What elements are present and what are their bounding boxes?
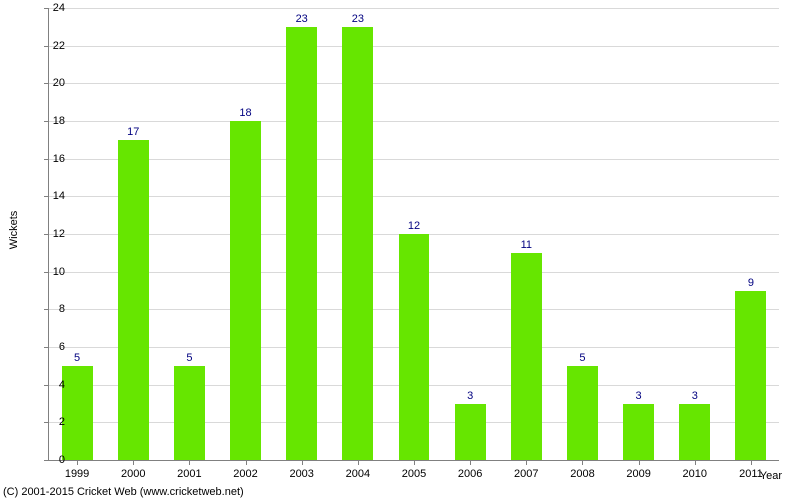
y-tick-label: 22 bbox=[53, 40, 65, 52]
y-tick-label: 24 bbox=[53, 2, 65, 14]
y-tick-label: 16 bbox=[53, 153, 65, 165]
y-tick-mark bbox=[44, 272, 49, 273]
bar bbox=[511, 253, 542, 460]
y-tick-label: 0 bbox=[59, 454, 65, 466]
y-tick-mark bbox=[44, 159, 49, 160]
x-tick-label: 2010 bbox=[683, 468, 707, 480]
bar bbox=[118, 140, 149, 460]
bar-value-label: 3 bbox=[692, 390, 698, 402]
plot-area: 5199917200052001182002232003232004122005… bbox=[48, 8, 779, 461]
y-tick-label: 10 bbox=[53, 266, 65, 278]
bar bbox=[735, 291, 766, 461]
copyright-text: (C) 2001-2015 Cricket Web (www.cricketwe… bbox=[3, 486, 244, 498]
bar-value-label: 23 bbox=[296, 13, 308, 25]
y-tick-label: 14 bbox=[53, 190, 65, 202]
x-tick-label: 1999 bbox=[65, 468, 89, 480]
x-tick-mark bbox=[582, 460, 583, 465]
x-tick-label: 2000 bbox=[121, 468, 145, 480]
x-tick-mark bbox=[246, 460, 247, 465]
x-tick-mark bbox=[302, 460, 303, 465]
bar bbox=[62, 366, 93, 460]
y-tick-mark bbox=[44, 46, 49, 47]
y-tick-mark bbox=[44, 460, 49, 461]
gridline bbox=[49, 196, 779, 197]
bar bbox=[230, 121, 261, 460]
gridline bbox=[49, 8, 779, 9]
y-tick-label: 6 bbox=[59, 341, 65, 353]
y-tick-mark bbox=[44, 347, 49, 348]
x-tick-mark bbox=[751, 460, 752, 465]
bar-value-label: 3 bbox=[467, 390, 473, 402]
x-axis-title: Year bbox=[760, 470, 782, 482]
y-tick-mark bbox=[44, 121, 49, 122]
x-tick-mark bbox=[189, 460, 190, 465]
gridline bbox=[49, 121, 779, 122]
chart-container: 5199917200052001182002232003232004122005… bbox=[0, 0, 800, 500]
bar-value-label: 5 bbox=[579, 352, 585, 364]
x-tick-label: 2007 bbox=[514, 468, 538, 480]
bar bbox=[679, 404, 710, 461]
bar bbox=[286, 27, 317, 460]
gridline bbox=[49, 46, 779, 47]
x-tick-label: 2009 bbox=[626, 468, 650, 480]
x-tick-label: 2001 bbox=[177, 468, 201, 480]
y-tick-mark bbox=[44, 422, 49, 423]
x-tick-mark bbox=[77, 460, 78, 465]
x-tick-mark bbox=[414, 460, 415, 465]
x-tick-label: 2003 bbox=[289, 468, 313, 480]
bar-value-label: 11 bbox=[521, 239, 532, 251]
y-tick-label: 8 bbox=[59, 303, 65, 315]
x-tick-label: 2006 bbox=[458, 468, 482, 480]
bar bbox=[342, 27, 373, 460]
bar-value-label: 3 bbox=[636, 390, 642, 402]
x-tick-label: 2005 bbox=[402, 468, 426, 480]
bar-value-label: 12 bbox=[408, 220, 420, 232]
x-tick-mark bbox=[133, 460, 134, 465]
bar bbox=[174, 366, 205, 460]
y-tick-mark bbox=[44, 83, 49, 84]
y-tick-mark bbox=[44, 8, 49, 9]
y-tick-label: 12 bbox=[53, 228, 65, 240]
bar-value-label: 17 bbox=[127, 126, 139, 138]
bar bbox=[567, 366, 598, 460]
bar-value-label: 18 bbox=[239, 107, 251, 119]
bar-value-label: 9 bbox=[748, 277, 754, 289]
bar bbox=[399, 234, 430, 460]
y-tick-label: 20 bbox=[53, 77, 65, 89]
bar-value-label: 5 bbox=[74, 352, 80, 364]
x-tick-label: 2002 bbox=[233, 468, 257, 480]
gridline bbox=[49, 83, 779, 84]
y-tick-mark bbox=[44, 385, 49, 386]
x-tick-mark bbox=[639, 460, 640, 465]
x-tick-label: 2004 bbox=[346, 468, 370, 480]
y-tick-mark bbox=[44, 234, 49, 235]
x-tick-mark bbox=[470, 460, 471, 465]
x-tick-mark bbox=[358, 460, 359, 465]
bar-value-label: 23 bbox=[352, 13, 364, 25]
y-tick-label: 4 bbox=[59, 379, 65, 391]
x-tick-mark bbox=[526, 460, 527, 465]
bar bbox=[455, 404, 486, 461]
y-tick-mark bbox=[44, 196, 49, 197]
gridline bbox=[49, 159, 779, 160]
y-axis-title: Wickets bbox=[8, 211, 20, 250]
bar bbox=[623, 404, 654, 461]
x-tick-mark bbox=[695, 460, 696, 465]
x-tick-label: 2008 bbox=[570, 468, 594, 480]
y-tick-label: 18 bbox=[53, 115, 65, 127]
bar-value-label: 5 bbox=[186, 352, 192, 364]
y-tick-mark bbox=[44, 309, 49, 310]
y-tick-label: 2 bbox=[59, 416, 65, 428]
